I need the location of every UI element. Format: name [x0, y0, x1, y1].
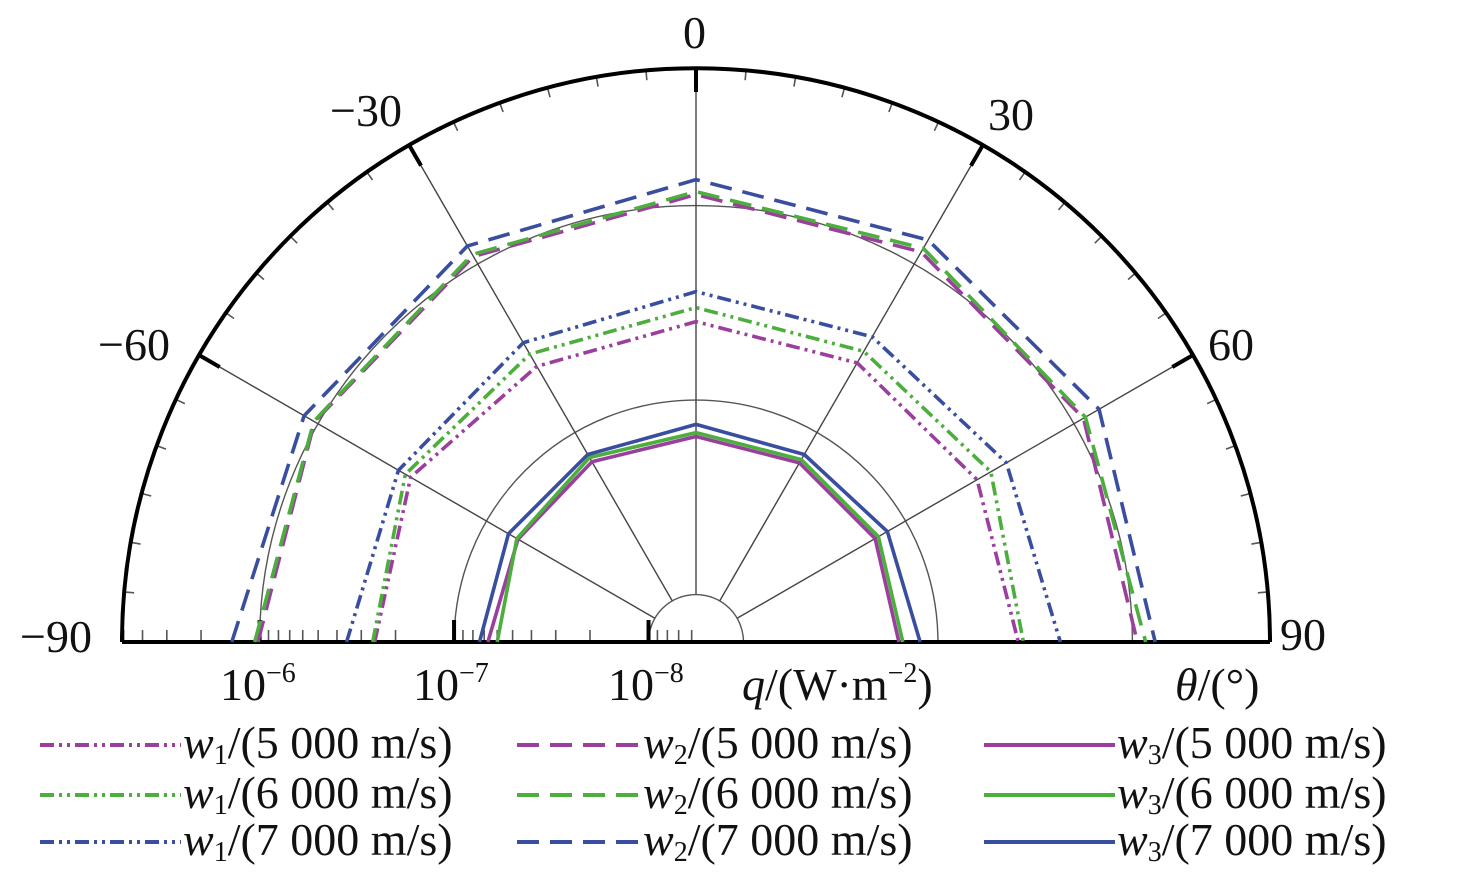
theta-tick-label: 0: [683, 7, 706, 58]
legend-text: /(5 000 m/s): [1161, 717, 1387, 768]
legend-item: w2/(6 000 m/s): [515, 767, 913, 820]
r-tick-label: 10−8: [608, 659, 684, 710]
series-line-w3-7-000-m-s-: [477, 422, 922, 643]
legend-subscript: 1: [213, 837, 228, 868]
r-tick-base: 10: [608, 659, 654, 710]
r-tick-exp: −7: [459, 658, 489, 689]
theta-axis-symbol: θ: [1175, 659, 1198, 710]
legend-item: w3/(6 000 m/s): [982, 767, 1387, 820]
legend-line-swatch: [517, 743, 641, 747]
legend-text: /(7 000 m/s): [227, 814, 453, 865]
r-axis-unit-close: ): [917, 659, 933, 710]
grid-spoke: [719, 144, 984, 602]
r-tick-exp: −8: [654, 658, 684, 689]
series-line-w1-7-000-m-s-: [344, 289, 1063, 643]
legend-subscript: 3: [1147, 837, 1162, 868]
legend-item: w3/(5 000 m/s): [982, 717, 1387, 770]
legend-line-swatch: [517, 840, 641, 844]
legend-subscript: 2: [673, 790, 688, 821]
legend-symbol: w: [1117, 717, 1148, 768]
theta-tick-label: −30: [330, 85, 402, 136]
grid-spoke: [736, 354, 1194, 619]
legend-item: w3/(7 000 m/s): [982, 814, 1387, 867]
theta-tick-label: 30: [988, 89, 1034, 140]
outer-arc: [120, 66, 1272, 643]
legend-symbol: w: [183, 767, 214, 818]
legend-symbol: w: [183, 814, 214, 865]
r-tick-base: 10: [220, 659, 266, 710]
legend-text: /(5 000 m/s): [687, 717, 913, 768]
theta-tick-label: −90: [20, 611, 92, 662]
theta-tick: [1171, 353, 1195, 369]
grid-circle: [647, 593, 745, 643]
legend-symbol: w: [643, 767, 674, 818]
legend-label: w2/(6 000 m/s): [643, 767, 913, 820]
legend-text: /(5 000 m/s): [227, 717, 453, 768]
legend-line-swatch: [517, 793, 641, 797]
legend-line-swatch: [40, 743, 181, 747]
legend-text: /(7 000 m/s): [687, 814, 913, 865]
grid-spoke: [198, 354, 656, 619]
r-axis-label: q/(W·m−2): [742, 659, 933, 710]
legend-subscript: 1: [213, 740, 228, 771]
series-line-w2-5-000-m-s-: [256, 192, 1140, 643]
theta-tick: [197, 353, 221, 369]
series-line-w2-6-000-m-s-: [252, 189, 1148, 643]
theta-tick-label: 90: [1280, 609, 1326, 660]
legend-label: w1/(5 000 m/s): [183, 717, 453, 770]
legend-subscript: 3: [1147, 740, 1162, 771]
legend-line-swatch: [40, 840, 181, 844]
series-line-w3-6-000-m-s-: [495, 430, 905, 643]
legend-label: w3/(6 000 m/s): [1117, 767, 1387, 820]
legend-text: /(6 000 m/s): [227, 767, 453, 818]
legend-symbol: w: [1117, 814, 1148, 865]
r-tick-label: 10−7: [413, 659, 489, 710]
r-tick-base: 10: [413, 659, 459, 710]
legend-item: w2/(7 000 m/s): [515, 814, 913, 867]
legend-label: w3/(5 000 m/s): [1117, 717, 1387, 770]
legend-text: /(6 000 m/s): [1161, 767, 1387, 818]
theta-axis-unit: /(°): [1197, 659, 1260, 710]
theta-tick: [407, 143, 423, 167]
grid-spoke: [408, 144, 673, 602]
legend-item: w1/(7 000 m/s): [38, 814, 453, 867]
r-tick-label: 10−6: [220, 659, 296, 710]
legend-symbol: w: [643, 814, 674, 865]
legend-label: w1/(7 000 m/s): [183, 814, 453, 867]
legend-item: w1/(5 000 m/s): [38, 717, 453, 770]
legend-line-swatch: [984, 840, 1115, 844]
legend-label: w2/(7 000 m/s): [643, 814, 913, 867]
r-axis-unit-exp: −2: [887, 658, 918, 689]
legend-text: /(6 000 m/s): [687, 767, 913, 818]
legend-symbol: w: [1117, 767, 1148, 818]
legend-line-swatch: [984, 743, 1115, 747]
legend-item: w2/(5 000 m/s): [515, 717, 913, 770]
series-line-w2-7-000-m-s-: [230, 177, 1157, 643]
legend-item: w1/(6 000 m/s): [38, 767, 453, 820]
theta-tick: [969, 143, 985, 167]
theta-tick-label: 60: [1208, 319, 1254, 370]
r-tick-exp: −6: [266, 658, 296, 689]
series-line-w3-5-000-m-s-: [486, 434, 901, 643]
r-axis-symbol: q: [742, 659, 765, 710]
series-line-w1-6-000-m-s-: [370, 305, 1026, 643]
legend-symbol: w: [183, 717, 214, 768]
legend-line-swatch: [984, 793, 1115, 797]
legend-subscript: 2: [673, 837, 688, 868]
legend-label: w3/(7 000 m/s): [1117, 814, 1387, 867]
legend-subscript: 2: [673, 740, 688, 771]
legend-symbol: w: [643, 717, 674, 768]
r-axis-unit: /(W·m: [765, 659, 888, 710]
legend-subscript: 1: [213, 790, 228, 821]
theta-tick-label: −60: [98, 319, 170, 370]
theta-axis-label: θ/(°): [1175, 662, 1259, 708]
legend-line-swatch: [40, 793, 181, 797]
legend-label: w1/(6 000 m/s): [183, 767, 453, 820]
legend-subscript: 3: [1147, 790, 1162, 821]
legend-text: /(7 000 m/s): [1161, 814, 1387, 865]
legend-label: w2/(5 000 m/s): [643, 717, 913, 770]
series-line-w1-5-000-m-s-: [372, 319, 1021, 643]
